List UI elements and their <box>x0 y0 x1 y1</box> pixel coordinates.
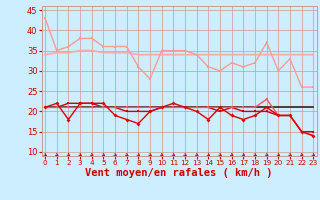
X-axis label: Vent moyen/en rafales ( km/h ): Vent moyen/en rafales ( km/h ) <box>85 168 273 178</box>
